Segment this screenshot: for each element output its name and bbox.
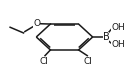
Text: OH: OH bbox=[112, 40, 125, 49]
Text: O: O bbox=[33, 19, 40, 28]
Text: Cl: Cl bbox=[84, 57, 92, 66]
Text: B: B bbox=[103, 32, 109, 42]
Text: Cl: Cl bbox=[39, 57, 48, 66]
Text: OH: OH bbox=[112, 23, 125, 32]
